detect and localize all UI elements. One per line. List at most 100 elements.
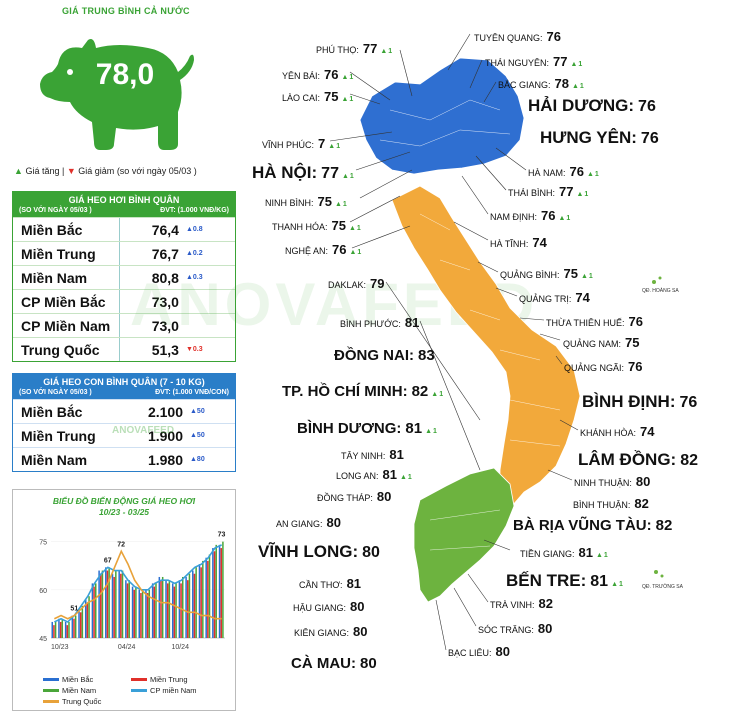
live-pig-row: Miền Nam 80,8 ▲0.3 <box>13 265 235 289</box>
province-name: THÁI BÌNH: <box>508 188 556 198</box>
province-price: 82 <box>411 383 429 400</box>
province-price: 75 <box>317 194 332 209</box>
province-name: PHÚ THỌ: <box>316 45 359 55</box>
province-name: AN GIANG: <box>276 519 323 529</box>
province-price-change: 1 <box>357 249 362 256</box>
province-label-ninh-thuan: NINH THUẬN: 80 <box>574 474 650 489</box>
chart-bar <box>118 570 120 638</box>
province-name: VĨNH LONG: <box>258 542 359 561</box>
price-up-icon: ▲ <box>425 428 433 435</box>
chart-bar <box>91 583 94 638</box>
province-name: LONG AN: <box>336 471 379 481</box>
province-price: 80 <box>635 474 651 489</box>
province-price: 80 <box>495 644 510 659</box>
province-price: 80 <box>362 544 380 561</box>
province-label-nam-dinh: NAM ĐỊNH: 76 ▲ 1 <box>490 208 570 223</box>
national-price-title: GIÁ TRUNG BÌNH CẢ NƯỚC <box>62 6 190 16</box>
province-label-quang-ngai: QUẢNG NGÃI: 76 <box>564 359 642 374</box>
province-name: KHÁNH HÒA: <box>580 428 637 438</box>
chart-legend-item: Miền Nam <box>43 686 96 695</box>
province-name: VĨNH PHÚC: <box>262 140 315 150</box>
province-name: THỪA THIÊN HUẾ: <box>546 318 625 328</box>
chart-series-line <box>53 544 223 623</box>
live-pig-price-table: GIÁ HEO HƠI BÌNH QUÂN (SO VỚI NGÀY 05/03… <box>12 191 236 362</box>
live-pig-price-change: ▲0.8 <box>185 226 203 233</box>
chart-legend-item: CP miền Nam <box>131 686 197 695</box>
live-pig-price-change: ▲0.3 <box>185 274 203 281</box>
legend-label: Miền Trung <box>150 675 188 684</box>
province-price: 74 <box>575 290 590 305</box>
live-pig-region-name: CP Miền Bắc <box>21 293 106 310</box>
spratly-label: QĐ. TRƯỜNG SA <box>642 584 683 590</box>
province-price-change: 1 <box>356 225 361 232</box>
chart-y-tick-label: 45 <box>39 636 47 643</box>
province-label-tuyen-quang: TUYÊN QUANG: 76 <box>474 29 561 44</box>
province-label-an-giang: AN GIANG: 80 <box>276 515 341 530</box>
province-label-ben-tre: BẾN TRE: 81 ▲ 1 <box>506 571 623 591</box>
live-pig-compare: (SO VỚI NGÀY 05/03 ) <box>19 207 92 214</box>
chart-bar <box>207 560 209 638</box>
province-price: 77 <box>553 54 568 69</box>
chart-bar <box>120 573 122 638</box>
price-up-icon: ▲ <box>349 249 357 256</box>
province-price: 76 <box>640 130 659 147</box>
piglet-price-change: ▲50 <box>190 432 205 439</box>
chart-bar <box>128 580 130 638</box>
province-price: 80 <box>353 624 368 639</box>
price-up-icon: ▲ <box>576 191 584 198</box>
province-price: 79 <box>370 276 385 291</box>
province-label-tt-hue: THỪA THIÊN HUẾ: 76 <box>546 314 643 329</box>
live-pig-region-name: Trung Quốc <box>21 341 100 358</box>
price-up-icon: ▲ <box>341 96 349 103</box>
chart-data-label: 51 <box>70 606 78 613</box>
chart-bar <box>135 586 137 638</box>
province-label-lao-cai: LÀO CAI: 75 ▲ 1 <box>282 89 353 104</box>
province-name: LÂM ĐỒNG: <box>578 450 677 469</box>
price-up-icon: ▲ <box>611 581 619 588</box>
province-name: BÀ RỊA VŨNG TÀU: <box>513 517 652 534</box>
province-name: ĐỒNG NAI: <box>334 347 414 364</box>
province-name: NGHỆ AN: <box>285 246 329 256</box>
province-price-change: 1 <box>388 48 393 55</box>
province-label-ninh-binh: NINH BÌNH: 75 ▲ 1 <box>265 194 347 209</box>
chart-bar <box>195 567 197 638</box>
chart-y-tick-label: 75 <box>39 540 47 547</box>
chart-subtitle: 10/23 - 03/25 <box>98 507 150 517</box>
chart-bar <box>198 564 201 638</box>
live-pig-price-value: 76,4 <box>119 218 183 241</box>
live-pig-title: GIÁ HEO HƠI BÌNH QUÂN <box>13 192 235 207</box>
province-label-quang-tri: QUẢNG TRỊ: 74 <box>519 290 590 305</box>
chart-bar <box>192 570 194 638</box>
live-pig-price-value: 76,7 <box>119 242 183 265</box>
province-price: 81 <box>404 315 420 330</box>
province-price: 81 <box>389 447 404 462</box>
price-legend: ▲ Giá tăng | ▼ Giá giảm (so với ngày 05/… <box>14 166 197 176</box>
chart-bar <box>66 625 69 638</box>
chart-bar <box>180 583 182 638</box>
province-name: HƯNG YÊN: <box>540 128 637 147</box>
province-label-quang-nam: QUẢNG NAM: 75 <box>563 335 639 350</box>
province-label-dong-nai: ĐỒNG NAI: 83 <box>334 347 435 364</box>
chart-bar <box>175 583 177 638</box>
chart-y-tick-label: 60 <box>39 588 47 595</box>
legend-date: 05/03 ) <box>168 166 197 176</box>
legend-label: Miền Bắc <box>62 675 94 684</box>
chart-bar <box>133 589 135 638</box>
province-name: TIỀN GIANG: <box>520 549 575 559</box>
chart-bar <box>101 570 104 638</box>
legend-label: CP miền Nam <box>150 686 197 695</box>
price-up-icon: ▲ <box>328 143 336 150</box>
province-name: BẮC GIANG: <box>498 80 551 90</box>
province-price-change: 1 <box>584 191 589 198</box>
province-price: 81 <box>590 573 609 590</box>
province-price: 75 <box>324 89 339 104</box>
province-label-hau-giang: HẬU GIANG: 80 <box>293 599 364 614</box>
chart-bar <box>218 544 221 638</box>
province-price: 76 <box>546 29 561 44</box>
province-price-change: 1 <box>407 474 412 481</box>
chart-bar <box>171 583 174 638</box>
chart-bar <box>86 602 89 638</box>
chart-bar <box>126 583 129 638</box>
province-label-ha-noi: HÀ NỘI: 77 ▲ 1 <box>252 163 354 183</box>
chart-bar <box>185 576 187 638</box>
